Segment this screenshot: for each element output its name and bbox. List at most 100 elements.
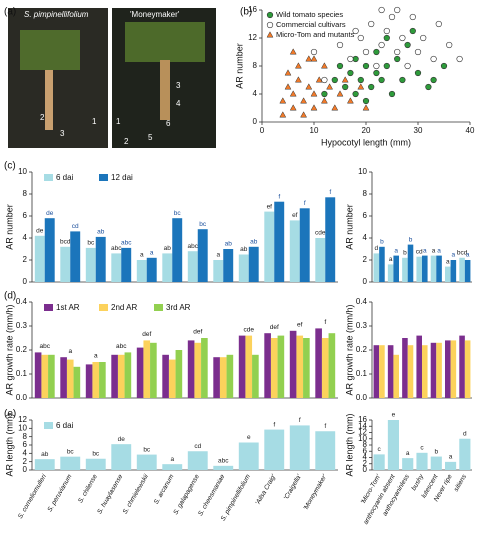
point bbox=[383, 34, 390, 42]
significance-letter: c bbox=[420, 445, 424, 452]
point bbox=[414, 48, 422, 56]
bar bbox=[73, 366, 81, 398]
significance-letter: a bbox=[150, 250, 154, 257]
y-tick-label: 8 bbox=[23, 432, 28, 441]
y-axis-label: AR growth rate (mm/h) bbox=[344, 304, 354, 395]
point bbox=[394, 6, 401, 14]
significance-letter: abc bbox=[188, 243, 199, 250]
y-tick-label: 0.4 bbox=[16, 297, 28, 306]
point bbox=[310, 48, 318, 56]
bar bbox=[66, 359, 74, 398]
point bbox=[420, 34, 427, 42]
significance-letter: ab bbox=[225, 241, 233, 248]
x-tick-label: 0 bbox=[260, 126, 265, 135]
bar bbox=[172, 218, 183, 282]
bar bbox=[328, 333, 336, 398]
photo-title: S. pimpinellifolium bbox=[24, 10, 89, 19]
bar bbox=[92, 362, 100, 398]
bar bbox=[124, 352, 132, 398]
point bbox=[266, 31, 274, 38]
x-tick-label: S. cheesmaniae bbox=[197, 473, 227, 517]
point bbox=[430, 55, 437, 63]
x-tick-label: S. huaylasense bbox=[96, 473, 124, 515]
point bbox=[357, 34, 364, 42]
point bbox=[357, 76, 364, 84]
point bbox=[352, 55, 359, 63]
bar bbox=[264, 211, 275, 282]
bar bbox=[248, 246, 259, 282]
y-tick-label: 8 bbox=[363, 189, 368, 198]
panel-label: (e) bbox=[4, 409, 16, 420]
bar bbox=[60, 246, 71, 282]
significance-letter: cd bbox=[194, 443, 201, 450]
x-tick-label: S. chmielewskii bbox=[122, 473, 151, 515]
bar bbox=[85, 458, 106, 470]
legend-label: 6 dai bbox=[56, 173, 74, 182]
point bbox=[266, 21, 274, 29]
significance-letter: bcd bbox=[60, 239, 71, 246]
y-tick-label: 0.3 bbox=[356, 321, 368, 330]
point bbox=[378, 6, 385, 14]
significance-letter: def bbox=[142, 331, 151, 338]
bar bbox=[34, 352, 42, 398]
significance-letter: a bbox=[437, 247, 441, 254]
significance-letter: f bbox=[299, 417, 301, 424]
y-tick-label: 4 bbox=[23, 448, 28, 457]
bar bbox=[296, 335, 304, 398]
x-tick-label: 'Ailsa Craig' bbox=[254, 473, 277, 507]
point bbox=[362, 62, 370, 70]
point bbox=[368, 83, 375, 91]
bar bbox=[416, 256, 422, 282]
point bbox=[266, 11, 274, 19]
y-tick-label: 0.2 bbox=[356, 345, 368, 354]
bar bbox=[402, 257, 408, 282]
y-axis-label: AR growth rate (mm/h) bbox=[4, 304, 14, 395]
significance-letter: a bbox=[216, 252, 220, 259]
significance-letter: a bbox=[423, 247, 427, 254]
point bbox=[342, 83, 349, 91]
significance-letter: de bbox=[118, 436, 126, 443]
significance-letter: de bbox=[36, 228, 44, 235]
point bbox=[289, 48, 297, 55]
bar bbox=[264, 429, 285, 470]
y-tick-label: 0 bbox=[363, 277, 368, 286]
point bbox=[368, 20, 375, 28]
significance-letter: b bbox=[434, 448, 438, 455]
x-tick-label: S. peruvianum bbox=[46, 473, 73, 513]
bar bbox=[41, 354, 49, 398]
y-tick-label: 0.2 bbox=[16, 345, 28, 354]
root-number: 2 bbox=[40, 113, 45, 122]
bar bbox=[436, 342, 442, 398]
point bbox=[294, 62, 302, 69]
x-tick-label: sitiens bbox=[453, 473, 469, 493]
bar bbox=[450, 340, 457, 398]
y-tick-label: 6 bbox=[363, 211, 368, 220]
y-tick-label: 2 bbox=[363, 255, 368, 264]
bar bbox=[85, 247, 96, 282]
point bbox=[394, 55, 401, 63]
point bbox=[310, 104, 318, 111]
point bbox=[373, 62, 380, 70]
root-number: 5 bbox=[148, 133, 153, 142]
point bbox=[284, 69, 292, 76]
y-tick-label: 4 bbox=[363, 453, 368, 462]
y-tick-label: 12 bbox=[18, 415, 27, 424]
bar bbox=[416, 452, 428, 470]
x-tick-label: 40 bbox=[466, 126, 475, 135]
y-tick-label: 6 bbox=[23, 211, 28, 220]
point bbox=[378, 41, 385, 49]
significance-letter: cde bbox=[244, 326, 255, 333]
panel-label: (c) bbox=[4, 161, 16, 172]
x-axis-label: Hypocotyl length (mm) bbox=[321, 137, 411, 147]
legend-swatch bbox=[44, 422, 53, 429]
y-tick-label: 6 bbox=[23, 440, 28, 449]
bar bbox=[213, 260, 224, 282]
significance-letter: cd bbox=[416, 248, 423, 255]
point bbox=[341, 76, 349, 83]
y-tick-label: 0 bbox=[23, 465, 28, 474]
bar bbox=[121, 247, 132, 282]
leaves bbox=[125, 22, 205, 62]
root-number: 3 bbox=[176, 81, 181, 90]
y-axis-label: AR length (mm) bbox=[4, 413, 14, 476]
bar bbox=[34, 235, 45, 282]
